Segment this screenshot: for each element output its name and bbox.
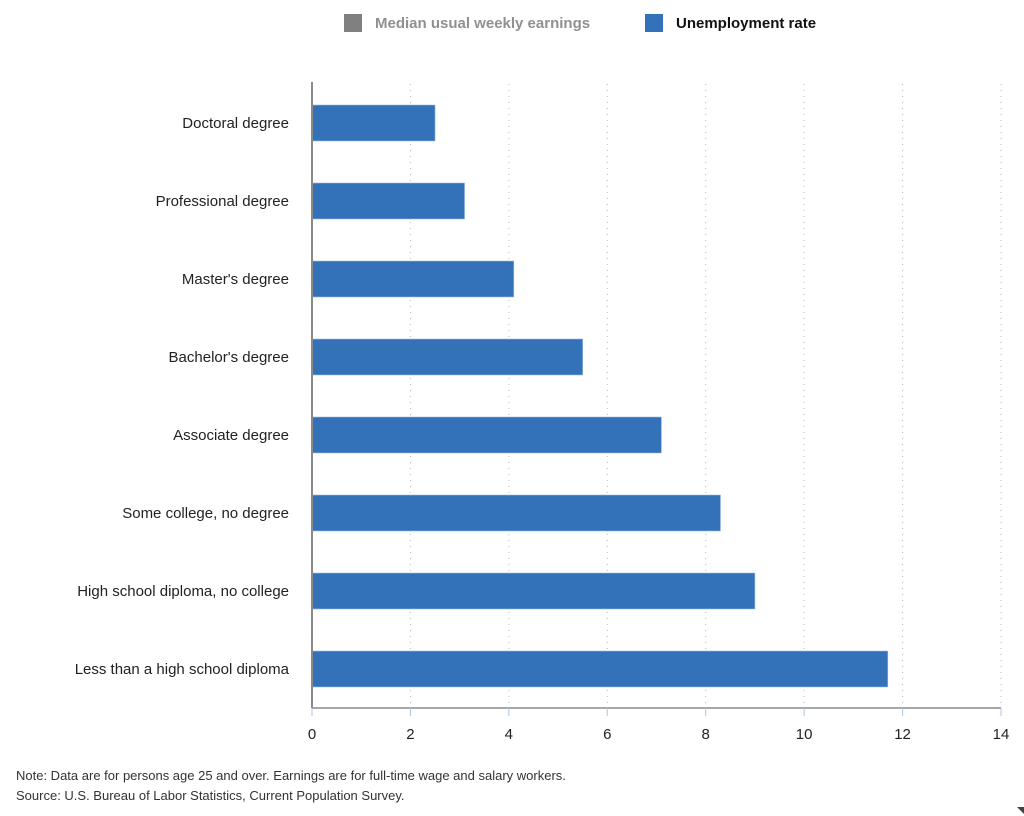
x-tick-label-6: 6 — [603, 726, 611, 743]
legend-item-unemployment-rate[interactable]: Unemployment rate — [645, 14, 816, 32]
bar-6 — [311, 572, 756, 610]
category-label-4: Associate degree — [173, 427, 289, 444]
legend-label-unemployment-rate: Unemployment rate — [676, 14, 817, 32]
bar-chart: Doctoral degree Professional degree Master… — [75, 82, 1010, 743]
category-label-2: Master's degree — [182, 271, 289, 288]
x-tick-label-4: 4 — [505, 726, 513, 743]
legend-item-median-earnings[interactable]: Median usual weekly earnings — [344, 14, 590, 32]
x-tick-label-8: 8 — [702, 726, 710, 743]
bar-0 — [311, 104, 436, 142]
category-label-1: Professional degree — [156, 193, 289, 210]
legend-swatch-unemployment-rate — [645, 14, 663, 32]
x-tick-label-0: 0 — [308, 726, 316, 743]
category-label-6: High school diploma, no college — [77, 583, 289, 600]
legend-swatch-median-earnings — [344, 14, 362, 32]
category-label-5: Some college, no degree — [122, 505, 289, 522]
x-tick-label-12: 12 — [894, 726, 911, 743]
legend-label-median-earnings: Median usual weekly earnings — [375, 14, 591, 32]
bar-3 — [311, 338, 583, 376]
category-label-7: Less than a high school diploma — [75, 661, 290, 678]
chart-source: Source: U.S. Bureau of Labor Statistics,… — [16, 788, 405, 803]
bar-1 — [311, 182, 465, 220]
chart-note: Note: Data are for persons age 25 and ov… — [16, 768, 566, 783]
chart-legend: Median usual weekly earnings Unemploymen… — [0, 14, 1024, 38]
bar-2 — [311, 260, 515, 298]
x-tick-label-14: 14 — [993, 726, 1010, 743]
x-tick-label-2: 2 — [406, 726, 414, 743]
category-label-3: Bachelor's degree — [169, 349, 289, 366]
bar-4 — [311, 416, 662, 454]
category-label-0: Doctoral degree — [182, 115, 289, 132]
resize-corner-icon[interactable] — [1017, 807, 1024, 814]
bar-7 — [311, 650, 889, 688]
bar-5 — [311, 494, 721, 532]
x-tick-label-10: 10 — [796, 726, 813, 743]
